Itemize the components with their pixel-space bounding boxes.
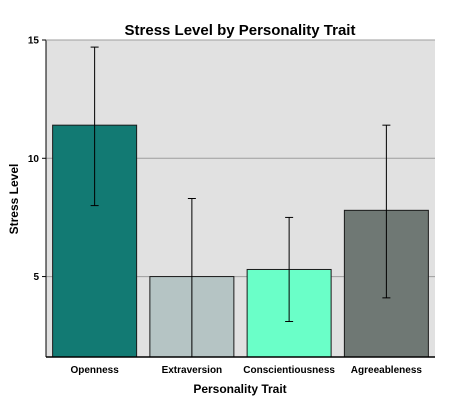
y-tick-label: 10 — [28, 154, 40, 165]
x-tick-label: Agreeableness — [351, 365, 423, 376]
y-tick-label: 5 — [33, 272, 39, 283]
error-bars — [90, 46, 391, 358]
chart-title: Stress Level by Personality Trait — [125, 22, 356, 39]
y-tick-label: 15 — [28, 36, 40, 47]
x-axis-label: Personality Trait — [193, 382, 286, 396]
x-tick-label: Openness — [70, 365, 119, 376]
x-tick-label: Extraversion — [162, 365, 223, 376]
axes — [45, 39, 435, 358]
x-tick-label: Conscientiousness — [243, 365, 335, 376]
y-axis-label: Stress Level — [7, 164, 21, 235]
tick-labels: 5 10 15 Openness Extraversion Conscientiousne… — [28, 36, 423, 377]
